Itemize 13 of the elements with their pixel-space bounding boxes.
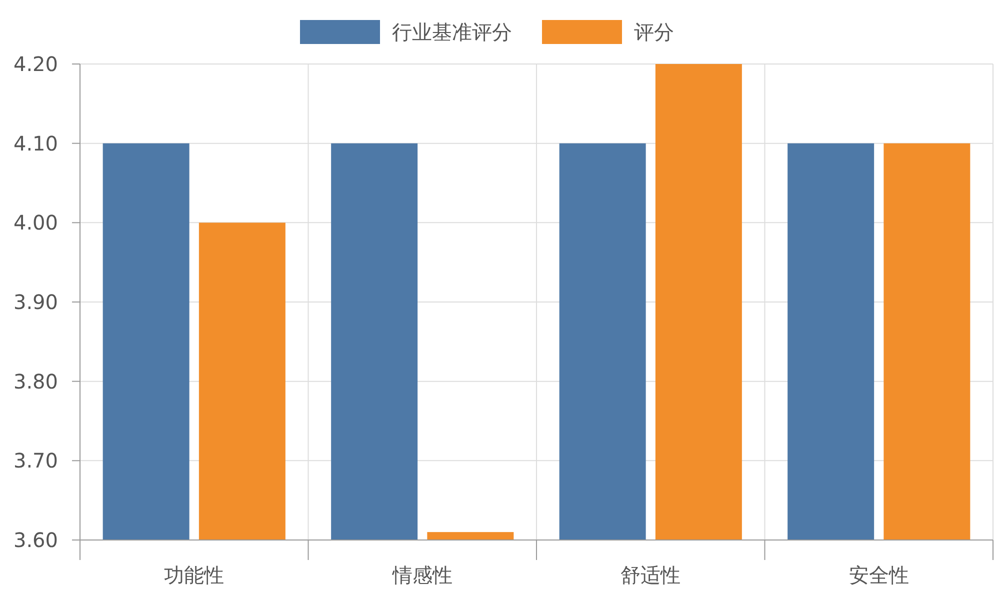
y-tick-label: 3.70: [13, 448, 58, 473]
legend-label: 评分: [634, 20, 674, 44]
x-tick-label: 功能性: [164, 563, 224, 587]
x-tick-label: 情感性: [391, 563, 452, 587]
y-tick-label: 4.20: [13, 52, 58, 76]
x-tick-label: 安全性: [848, 563, 909, 587]
y-tick-label: 3.60: [13, 528, 58, 552]
y-tick-label: 3.80: [13, 369, 58, 394]
y-tick-label: 4.00: [13, 210, 58, 235]
x-tick-label: 舒适性: [620, 563, 681, 587]
y-tick-label: 3.90: [13, 290, 58, 314]
legend-label: 行业基准评分: [392, 20, 512, 44]
y-tick-label: 4.10: [13, 131, 58, 156]
